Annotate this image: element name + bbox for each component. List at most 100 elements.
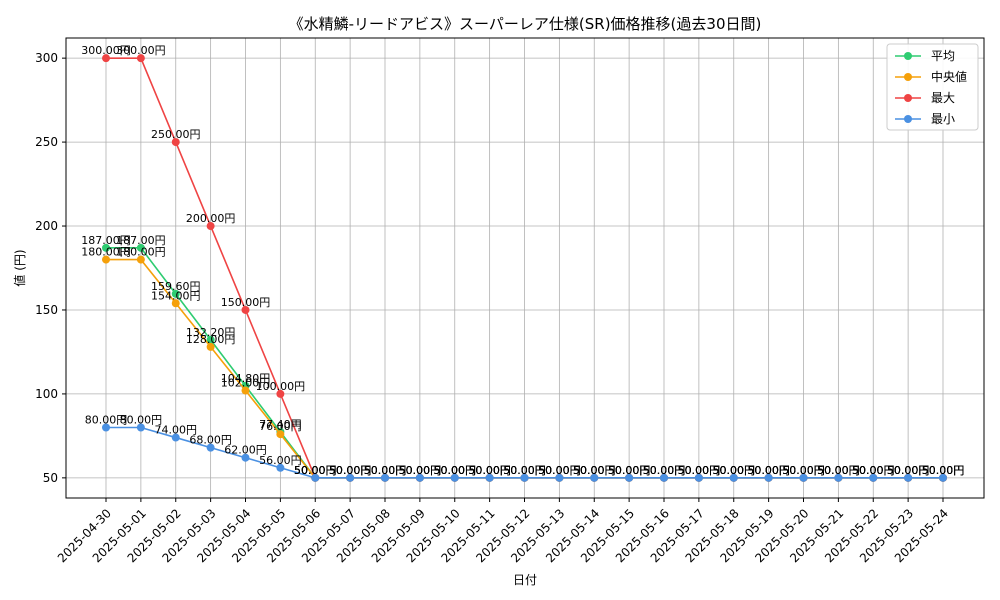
data-label: 50.00円 [747,464,790,477]
data-point [241,305,250,314]
data-label: 50.00円 [713,464,756,477]
data-label: 200.00円 [186,212,236,225]
data-point [555,473,564,482]
data-label: 68.00円 [189,434,232,447]
data-label: 50.00円 [538,464,581,477]
data-label: 50.00円 [887,464,930,477]
chart-title: 《水精鱗-リードアビス》スーパーレア仕様(SR)価格推移(過去30日間) [289,15,762,33]
data-label: 50.00円 [434,464,477,477]
data-label: 50.00円 [713,464,756,477]
data-point [102,54,110,63]
data-point [381,473,389,482]
data-label: 50.00円 [294,464,337,477]
data-label: 50.00円 [608,464,651,477]
data-point [834,473,843,482]
data-label: 50.00円 [329,464,372,477]
data-label: 76.00円 [259,420,302,433]
data-label: 50.00円 [294,464,337,477]
data-label: 80.00円 [85,413,128,426]
data-label: 50.00円 [538,464,581,477]
data-label: 50.00円 [468,464,511,477]
data-label: 50.00円 [817,464,860,477]
data-label: 50.00円 [782,464,825,477]
data-label: 50.00円 [852,464,895,477]
data-label: 50.00円 [608,464,651,477]
data-label: 50.00円 [434,464,477,477]
plot-frame [65,37,985,499]
data-label: 50.00円 [747,464,790,477]
data-label: 50.00円 [608,464,651,477]
data-point [869,473,878,482]
data-point [590,473,599,482]
y-tick-label: 200 [35,219,58,233]
data-label: 50.00円 [573,464,616,477]
data-point [415,473,424,482]
data-label: 50.00円 [922,464,965,477]
data-label: 180.00円 [81,246,131,259]
data-label: 50.00円 [817,464,860,477]
data-point [625,473,634,482]
data-label: 102.00円 [221,377,271,390]
data-point [729,473,738,482]
data-point [485,473,494,482]
data-label: 50.00円 [538,464,581,477]
data-point [276,430,285,439]
data-label: 50.00円 [468,464,511,477]
data-label: 50.00円 [782,464,825,477]
data-label: 50.00円 [434,464,477,477]
y-tick-label: 50 [43,471,58,485]
data-point [520,473,529,482]
data-point [102,255,110,264]
data-label: 50.00円 [643,464,686,477]
data-point [171,138,180,147]
data-point [276,463,285,472]
data-label: 50.00円 [503,464,546,477]
data-label: 250.00円 [151,128,201,141]
data-label: 187.00円 [81,234,131,247]
data-label: 50.00円 [329,464,372,477]
data-label: 50.00円 [887,464,930,477]
data-label: 50.00円 [399,464,442,477]
data-label: 74.00円 [155,424,198,437]
data-point [660,473,668,482]
data-point [241,453,250,462]
data-point [764,473,773,482]
data-label: 300.00円 [116,44,166,57]
data-label: 150.00円 [221,296,271,309]
data-label: 50.00円 [364,464,407,477]
legend-swatch-marker [904,94,912,102]
data-label: 50.00円 [852,464,895,477]
data-label: 50.00円 [678,464,721,477]
data-label: 180.00円 [116,246,166,259]
data-label: 50.00円 [468,464,511,477]
data-label: 77.40円 [259,418,302,431]
data-label: 50.00円 [329,464,372,477]
legend-swatch-marker [904,52,912,60]
data-label: 50.00円 [503,464,546,477]
data-label: 50.00円 [294,464,337,477]
data-label: 62.00円 [224,444,267,457]
data-point [206,335,215,344]
data-label: 50.00円 [538,464,581,477]
data-label: 50.00円 [643,464,686,477]
data-label: 50.00円 [573,464,616,477]
data-label: 50.00円 [922,464,965,477]
data-label: 50.00円 [643,464,686,477]
data-label: 50.00円 [294,464,337,477]
data-label: 128.00円 [186,333,236,346]
data-point [311,473,320,482]
data-label: 50.00円 [782,464,825,477]
data-label: 50.00円 [573,464,616,477]
y-tick-label: 300 [35,51,58,65]
data-label: 50.00円 [852,464,895,477]
y-axis-ticks: 50 100 150 200 250 300 [35,51,66,485]
legend-entry: 中央値 [931,69,967,84]
legend-swatch-marker [904,115,912,123]
data-label: 50.00円 [503,464,546,477]
grid [66,38,984,498]
x-axis-label: 日付 [513,573,537,587]
data-label: 104.80円 [221,372,271,385]
data-label: 154.00円 [151,289,201,302]
data-label: 56.00円 [259,454,302,467]
